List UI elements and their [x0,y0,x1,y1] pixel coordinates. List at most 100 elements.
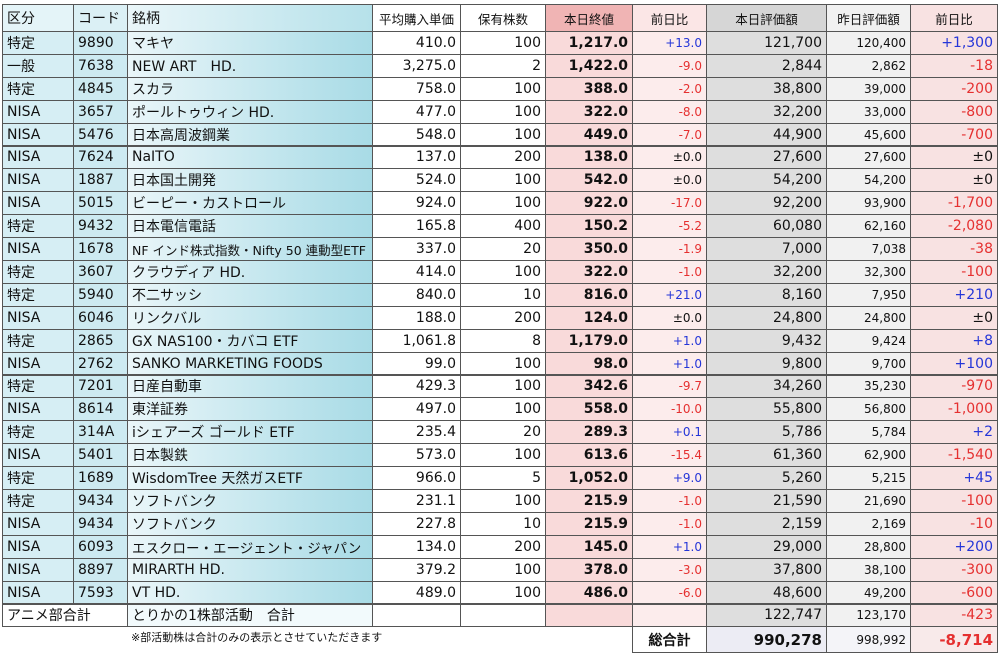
table-cell: VT HD. [127,580,373,605]
table-cell: 150.2 [545,214,633,239]
header-cell: 前日比 [910,4,998,32]
table-cell: -1.9 [632,237,707,261]
table-cell: 5,784 [826,420,911,445]
header-cell: 銘柄 [127,4,373,32]
table-cell: 165.8 [372,214,461,239]
table-cell: 32,200 [706,99,827,124]
table-cell: 200 [460,534,546,559]
table-cell: 1,217.0 [545,31,633,55]
table-cell: NISA [2,534,74,559]
table-cell: 100 [460,397,546,422]
table-cell: 5,260 [706,466,827,490]
table-cell: 840.0 [372,282,461,307]
table-cell: 379.2 [372,557,461,582]
header-cell: 昨日評価額 [826,4,911,32]
table-cell: ±0.0 [632,168,707,193]
table-cell: 8,160 [706,282,827,307]
footnote: ※部活動株は合計のみの表示とさせていただきます [131,630,383,644]
table-cell: 54,200 [706,168,827,193]
table-cell: 100 [460,557,546,582]
table-cell: 2865 [73,328,128,353]
total-label: 総合計 [632,626,707,654]
subtotal-today: 122,747 [706,603,827,628]
table-cell: 6046 [73,305,128,330]
subtotal-name: とりかの1株部活動 合計 [127,603,373,628]
table-cell: 特定 [2,31,74,55]
table-cell: +100 [910,351,998,376]
table-cell: -15.4 [632,443,707,468]
table-cell: 816.0 [545,282,633,307]
table-cell: 48,600 [706,580,827,605]
table-cell: 27,600 [706,145,827,170]
table-cell: 4845 [73,76,128,101]
table-cell: NEW ART HD. [127,53,373,78]
table-cell: 8897 [73,557,128,582]
table-cell: 6093 [73,534,128,559]
table-cell: -800 [910,99,998,124]
table-cell: 548.0 [372,122,461,147]
table-cell: 9434 [73,489,128,513]
table-cell: 49,200 [826,580,911,605]
table-cell: 24,800 [826,305,911,330]
table-cell: -2.0 [632,76,707,101]
header-cell: 本日評価額 [706,4,827,32]
table-cell: NF インド株式指数・Nifty 50 連動型ETF [127,237,373,261]
table-cell: 231.1 [372,489,461,513]
table-cell: 32,200 [706,260,827,284]
table-cell: 414.0 [372,260,461,284]
subtotal-empty [545,603,633,628]
table-cell: 449.0 [545,122,633,147]
table-cell: +200 [910,534,998,559]
table-cell: 497.0 [372,397,461,422]
table-cell: 100 [460,191,546,216]
table-cell: 100 [460,374,546,399]
subtotal-empty [372,603,461,628]
table-cell: 5 [460,466,546,490]
table-cell: NISA [2,191,74,216]
table-cell: 100 [460,351,546,376]
table-cell: ±0.0 [632,305,707,330]
header-cell: 保有株数 [460,4,546,32]
table-cell: 34,260 [706,374,827,399]
table-cell: +0.1 [632,420,707,445]
table-cell: 922.0 [545,191,633,216]
table-cell: 92,200 [706,191,827,216]
table-cell: -3.0 [632,557,707,582]
table-cell: 3657 [73,99,128,124]
header-cell: 区分 [2,4,74,32]
table-cell: +45 [910,466,998,490]
table-cell: 9,700 [826,351,911,376]
table-cell: 21,690 [826,489,911,513]
table-cell: -6.0 [632,580,707,605]
table-cell: NISA [2,305,74,330]
table-cell: 9,800 [706,351,827,376]
table-cell: 489.0 [372,580,461,605]
table-cell: 特定 [2,466,74,490]
table-cell: 9,424 [826,328,911,353]
table-cell: 613.6 [545,443,633,468]
table-cell: -100 [910,260,998,284]
table-cell: -1,540 [910,443,998,468]
table-cell: 121,700 [706,31,827,55]
table-cell: -10 [910,511,998,536]
table-cell: NISA [2,145,74,170]
table-cell: 98.0 [545,351,633,376]
table-cell: 9890 [73,31,128,55]
table-cell: -1,000 [910,397,998,422]
table-cell: 9432 [73,214,128,239]
table-cell: 337.0 [372,237,461,261]
table-cell: -100 [910,489,998,513]
table-cell: 5401 [73,443,128,468]
table-cell: 日本国土開発 [127,168,373,193]
table-cell: NISA [2,168,74,193]
table-cell: SANKO MARKETING FOODS [127,351,373,376]
table-cell: NISA [2,580,74,605]
header-cell: 前日比 [632,4,707,32]
table-cell: -38 [910,237,998,261]
table-cell: 56,800 [826,397,911,422]
table-cell: 227.8 [372,511,461,536]
table-cell: 542.0 [545,168,633,193]
table-cell: 137.0 [372,145,461,170]
table-cell: 10 [460,511,546,536]
table-cell: 7638 [73,53,128,78]
